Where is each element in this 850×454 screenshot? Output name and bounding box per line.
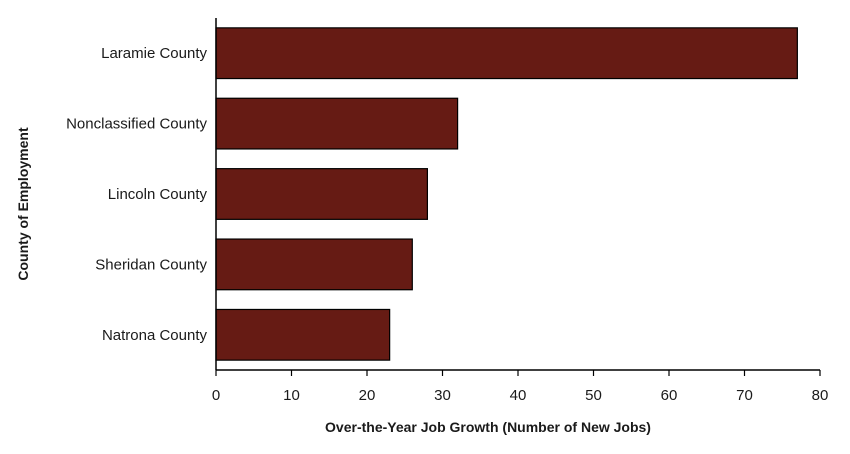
x-tick-label: 30	[434, 387, 451, 404]
x-tick-label: 50	[585, 387, 602, 404]
x-tick-label: 80	[812, 387, 829, 404]
bar-nonclassified-county	[215, 97, 459, 150]
x-tick-label: 60	[661, 387, 678, 404]
x-ticks: 0 10 20 30 40 50 60 70 80	[212, 370, 829, 404]
x-tick-label: 0	[212, 387, 220, 404]
y-tick-label: Nonclassified County	[66, 116, 207, 133]
x-axis-title: Over-the-Year Job Growth (Number of New …	[325, 419, 651, 435]
y-tick-labels: Laramie County Nonclassified County Lincol…	[66, 45, 207, 344]
x-tick-label: 10	[283, 387, 300, 404]
x-tick-label: 70	[736, 387, 753, 404]
x-tick-label: 40	[510, 387, 527, 404]
y-tick-label: Lincoln County	[108, 186, 208, 203]
bar-lincoln-county	[215, 168, 428, 220]
bars-layer	[215, 27, 798, 361]
x-tick-label: 20	[359, 387, 376, 404]
bar-laramie-county	[215, 27, 798, 80]
y-tick-label: Natrona County	[102, 327, 208, 344]
y-tick-label: Laramie County	[101, 45, 207, 62]
y-axis-title: County of Employment	[15, 127, 31, 281]
bar-natrona-county	[215, 308, 391, 361]
y-tick-label: Sheridan County	[95, 256, 207, 273]
bar-sheridan-county	[215, 238, 413, 291]
